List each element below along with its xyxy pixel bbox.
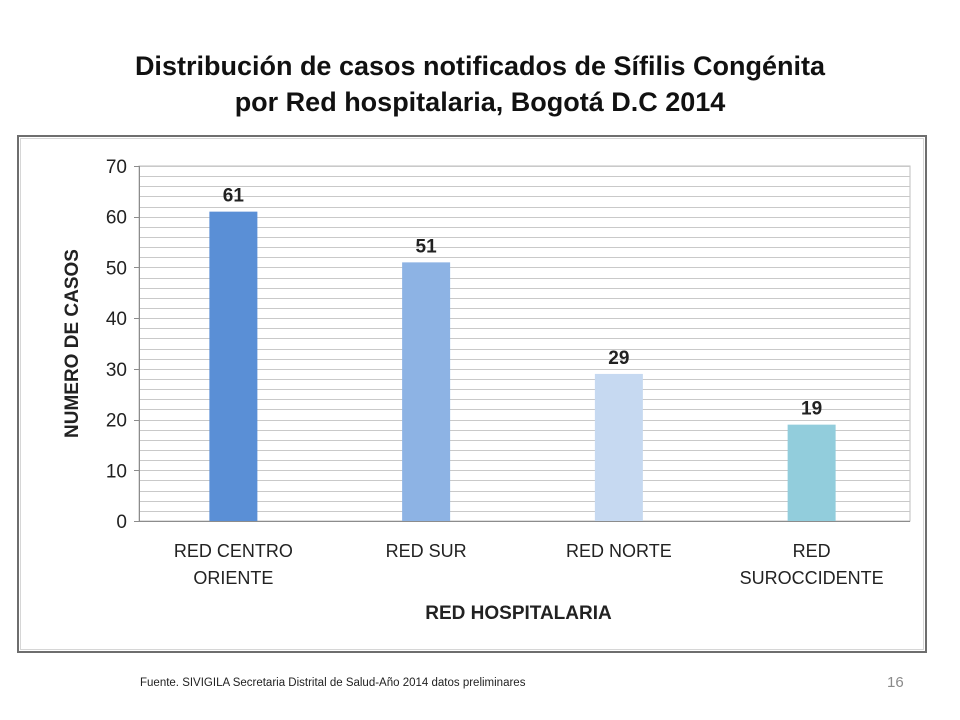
x-tick-label: RED SUR <box>386 541 467 561</box>
bar <box>209 211 258 521</box>
y-tick-label: 20 <box>106 411 127 432</box>
bar <box>787 424 836 521</box>
slide-title-line2: por Red hospitalaria, Bogotá D.C 2014 <box>234 87 726 117</box>
y-tick-label: 50 <box>106 258 127 279</box>
plot-area <box>138 165 911 522</box>
data-label: 29 <box>608 348 629 369</box>
data-label: 51 <box>416 236 438 257</box>
chart-area: 0 10 20 30 40 50 60 70 61 RED CENTRO ORIENTE 51 RED … <box>17 135 927 653</box>
bar <box>594 373 643 521</box>
slide-title-line1: Distribución de casos notificados de Síf… <box>134 51 826 81</box>
page-number: 16 <box>887 674 904 691</box>
bar <box>402 262 451 521</box>
x-tick-label: RED NORTE <box>566 541 672 561</box>
y-axis-title: NUMERO DE CASOS <box>62 249 83 438</box>
bar-chart: 0 10 20 30 40 50 60 70 61 RED CENTRO ORIENTE 51 RED … <box>62 157 911 624</box>
y-tick-label: 40 <box>106 309 127 330</box>
y-tick-label: 0 <box>116 512 127 533</box>
source-footnote: Fuente. SIVIGILA Secretaria Distrital de… <box>140 677 526 689</box>
y-tick-label: 60 <box>106 208 127 229</box>
x-axis-title: RED HOSPITALARIA <box>425 603 612 624</box>
y-tick-label: 30 <box>106 360 127 381</box>
x-tick-label: RED <box>793 541 831 561</box>
slide-title: Distribución de casos notificados de Síf… <box>0 48 960 120</box>
x-tick-label: RED CENTRO <box>174 541 293 561</box>
data-label: 19 <box>801 399 822 420</box>
y-tick-label: 10 <box>106 461 127 482</box>
y-tick-label: 70 <box>106 157 127 178</box>
data-label: 61 <box>223 186 245 207</box>
x-tick-label: ORIENTE <box>193 568 273 588</box>
x-tick-label: SUROCCIDENTE <box>740 568 884 588</box>
